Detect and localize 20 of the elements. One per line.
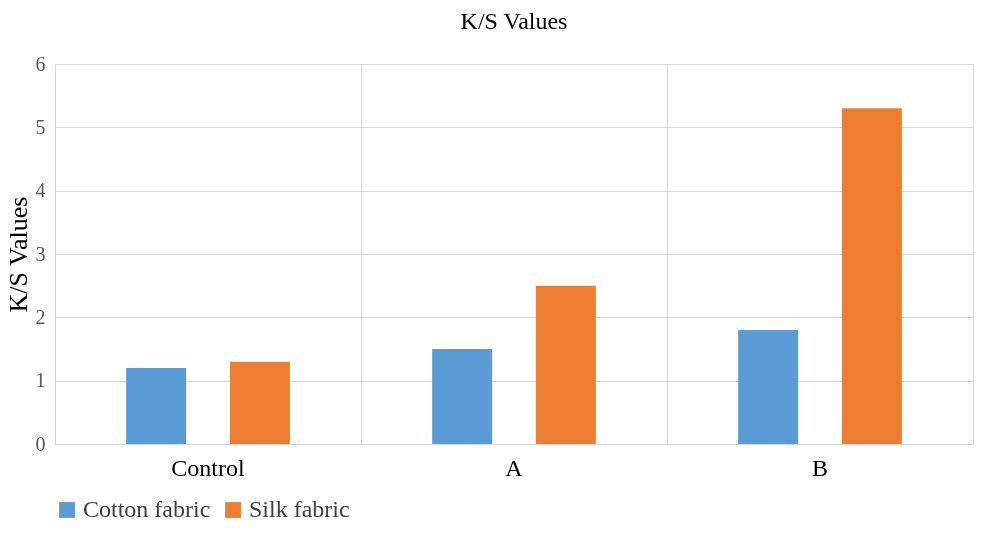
bar [126,368,187,444]
y-tick-label: 0 [35,432,46,455]
y-tick-label: 2 [35,305,46,328]
y-tick-label: 3 [35,242,46,265]
bar [432,349,493,444]
legend-label: Silk fabric [249,496,350,522]
y-tick-label: 1 [35,369,46,392]
bar [738,330,799,444]
x-tick-label: B [811,454,829,481]
bar [841,108,902,444]
x-tick-label: Control [171,454,245,481]
y-tick-label: 6 [35,52,46,75]
x-tick-label: A [505,454,524,481]
bar [229,361,290,444]
y-tick-label: 4 [35,179,46,202]
bar [535,285,596,444]
y-tick-label: 5 [35,115,46,138]
y-axis-title: K/S Values [3,196,33,313]
chart-title: K/S Values [460,8,568,34]
legend-label: Cotton fabric [83,496,211,522]
